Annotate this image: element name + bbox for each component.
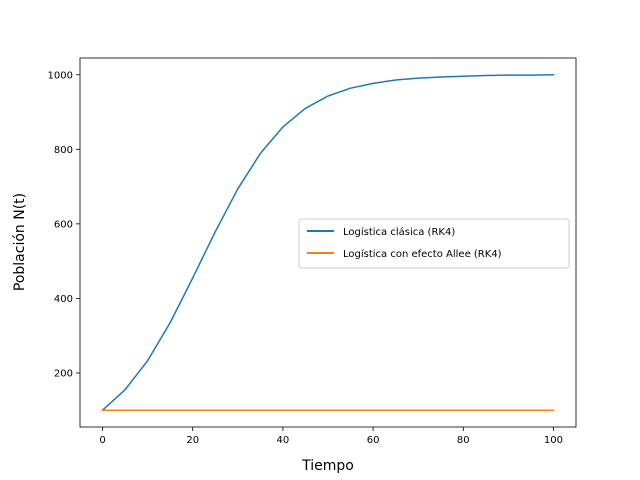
y-axis-label: Población N(t)	[12, 193, 28, 291]
y-tick-label: 400	[54, 294, 73, 305]
x-tick-label: 0	[99, 435, 105, 446]
series-line-classic	[101, 74, 555, 412]
x-axis-ticks: 0 20 40 60 80 100	[99, 427, 563, 446]
x-tick-label: 100	[544, 435, 563, 446]
y-tick-label: 800	[54, 145, 73, 156]
legend-box	[298, 218, 570, 269]
x-axis-label: Tiempo	[301, 458, 354, 474]
y-tick-label: 200	[54, 368, 73, 379]
y-tick-label: 600	[54, 219, 73, 230]
plot-lines	[101, 74, 555, 412]
plot-frame	[79, 57, 577, 428]
legend: Logística clásica (RK4) Logística con ef…	[298, 218, 570, 269]
x-tick-label: 80	[457, 435, 470, 446]
legend-label-classic: Logística clásica (RK4)	[343, 226, 455, 238]
legend-label-allee: Logística con efecto Allee (RK4)	[343, 248, 502, 260]
x-tick-label: 20	[186, 435, 199, 446]
y-axis-ticks: 200 400 600 800 1000	[48, 70, 80, 379]
x-tick-label: 40	[277, 435, 290, 446]
y-tick-label: 1000	[48, 70, 73, 81]
x-tick-label: 60	[367, 435, 380, 446]
